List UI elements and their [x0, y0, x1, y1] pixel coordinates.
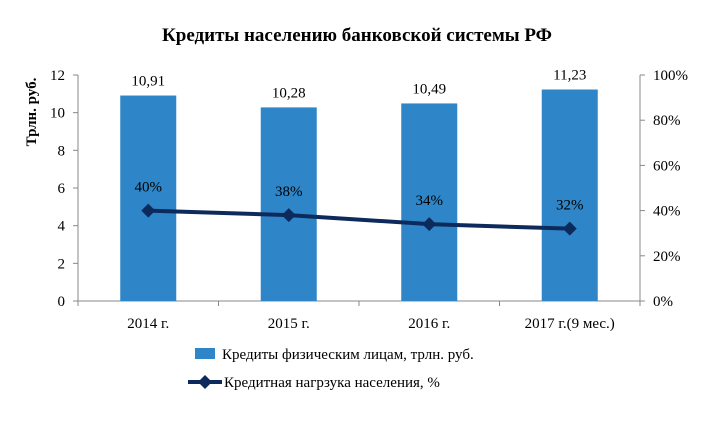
plot-area: 0 2 4 6 8 10 12 0% 20% 40% 60% 80% 100% 2014 г. 2015 г… — [50, 68, 688, 332]
left-tick-label: 0 — [58, 294, 66, 310]
bar — [120, 95, 177, 301]
bar-data-label: 10,91 — [131, 74, 165, 90]
series-line — [148, 208, 570, 231]
bar-data-label: 11,23 — [553, 68, 586, 84]
right-tick-label: 40% — [653, 204, 681, 220]
left-tick-label: 8 — [58, 143, 66, 159]
x-tick-label: 2014 г. — [127, 316, 169, 332]
legend-swatch-bar — [195, 348, 215, 359]
y-axis-label: Трлн. руб. — [24, 77, 40, 146]
left-tick-label: 6 — [58, 181, 66, 197]
line-point — [281, 208, 296, 223]
line-data-label: 38% — [275, 184, 303, 200]
left-tick-label: 4 — [58, 219, 66, 235]
bar-data-label: 10,49 — [412, 81, 446, 97]
bar — [401, 103, 458, 302]
legend-swatch-marker — [198, 375, 212, 389]
line-point — [562, 221, 577, 236]
left-tick-label: 10 — [50, 106, 65, 122]
line-point — [141, 203, 156, 218]
right-tick-label: 60% — [653, 158, 681, 174]
right-tick-label: 80% — [653, 113, 681, 129]
legend: Кредиты физическим лицам, трлн. руб. Кред… — [188, 347, 474, 391]
line-point — [422, 217, 437, 232]
right-tick-label: 20% — [653, 249, 681, 265]
right-tick-label: 100% — [653, 68, 688, 84]
chart-title: Кредиты населению банковской системы РФ — [162, 25, 552, 46]
line-data-label: 40% — [135, 180, 163, 196]
x-tick-label: 2017 г.(9 мес.) — [525, 316, 615, 332]
x-tick-label: 2015 г. — [268, 316, 310, 332]
legend-label-bar: Кредиты физическим лицам, трлн. руб. — [222, 347, 474, 363]
bar-data-label: 10,28 — [272, 85, 306, 101]
legend-label-line: Кредитная нагрзука населения, % — [224, 375, 440, 391]
right-tick-label: 0% — [653, 294, 673, 310]
bar — [260, 107, 317, 301]
line-data-label: 34% — [416, 193, 444, 209]
left-tick-label: 2 — [58, 256, 66, 272]
x-tick-label: 2016 г. — [408, 316, 450, 332]
bar — [541, 89, 598, 301]
left-tick-label: 12 — [50, 68, 65, 84]
line-data-label: 32% — [556, 198, 584, 214]
